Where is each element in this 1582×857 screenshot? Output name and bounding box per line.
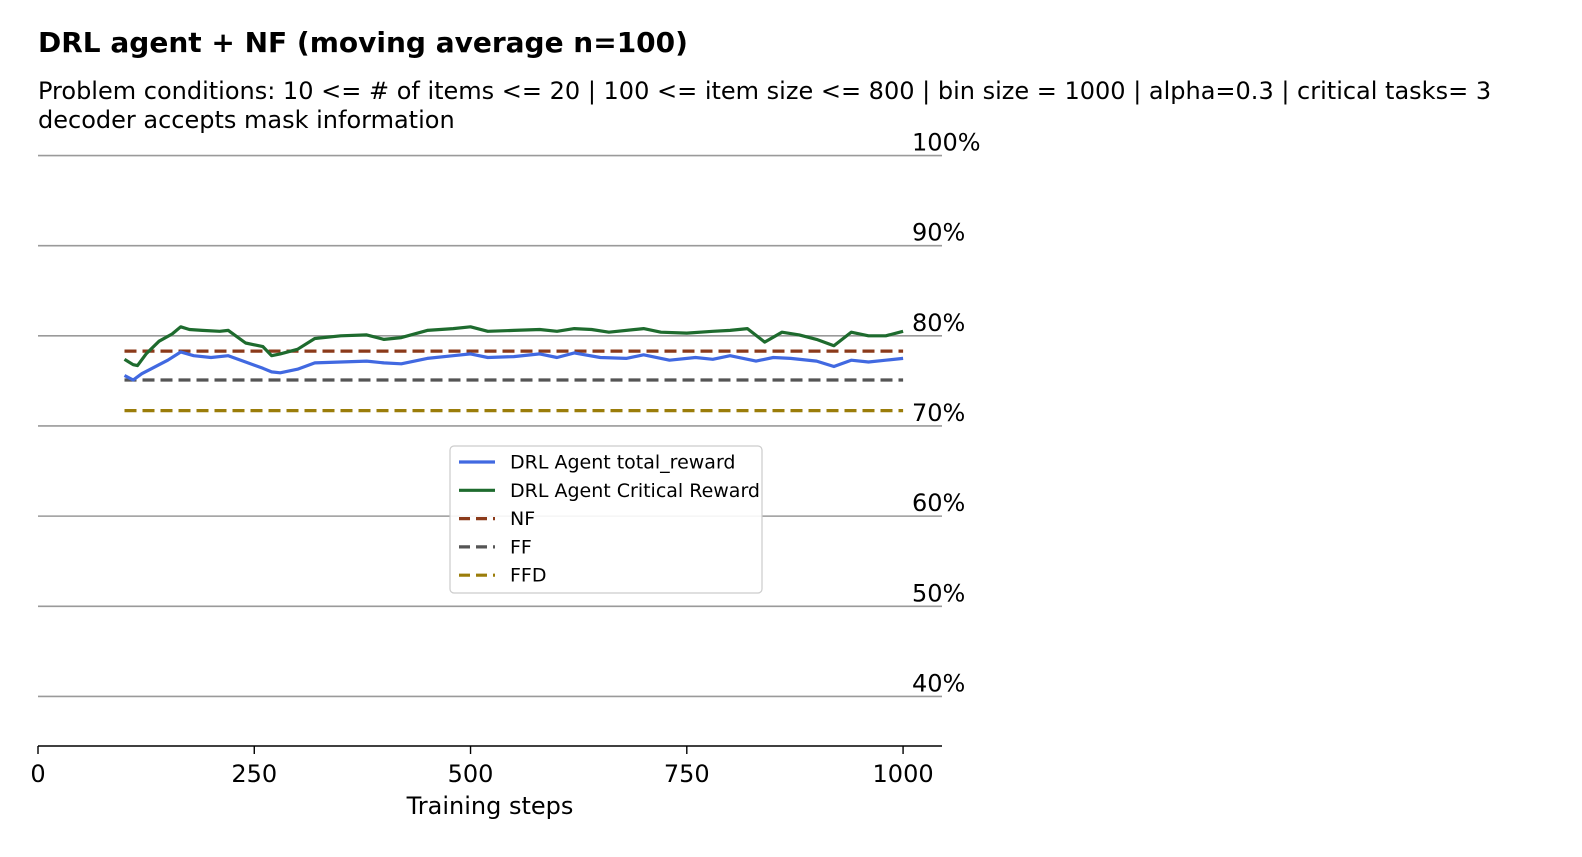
- series-lines: [123, 325, 904, 413]
- legend-box: [449, 445, 763, 594]
- chart-subtitle-line-2: decoder accepts mask information: [38, 106, 455, 134]
- legend-entry-label: DRL Agent Critical Reward: [510, 480, 760, 502]
- x-tick-label: 250: [231, 760, 277, 788]
- y-tick-label: 80%: [912, 309, 965, 337]
- y-tick-label: 40%: [912, 669, 965, 697]
- legend-entry-label: FFD: [510, 565, 547, 587]
- x-tick-label: 500: [448, 760, 494, 788]
- chart-subtitle-line-1: Problem conditions: 10 <= # of items <= …: [38, 77, 1491, 105]
- x-tick-label: 0: [30, 760, 45, 788]
- y-tick-label: 60%: [912, 489, 965, 517]
- chart-title: DRL agent + NF (moving average n=100): [38, 26, 688, 59]
- gridlines: 40% 50% 60% 70% 80% 90% 100%: [38, 129, 981, 697]
- y-tick-label: 70%: [912, 399, 965, 427]
- x-tick-label: 1000: [873, 760, 934, 788]
- series-line-drl-agent-critical-reward: [123, 325, 904, 368]
- legend-entry-label: FF: [510, 536, 532, 558]
- series-line-drl-agent-total-reward: [123, 350, 904, 382]
- y-tick-label: 90%: [912, 219, 965, 247]
- legend-entry-label: NF: [510, 508, 535, 530]
- x-axis-label: Training steps: [406, 792, 574, 820]
- x-tick-label: 750: [664, 760, 710, 788]
- legend: DRL Agent total_reward DRL Agent Critical…: [449, 445, 763, 594]
- y-tick-label: 100%: [912, 129, 981, 157]
- legend-entry-label: DRL Agent total_reward: [510, 452, 736, 474]
- y-tick-label: 50%: [912, 579, 965, 607]
- x-axis: 0 250 500 750 1000: [30, 745, 942, 788]
